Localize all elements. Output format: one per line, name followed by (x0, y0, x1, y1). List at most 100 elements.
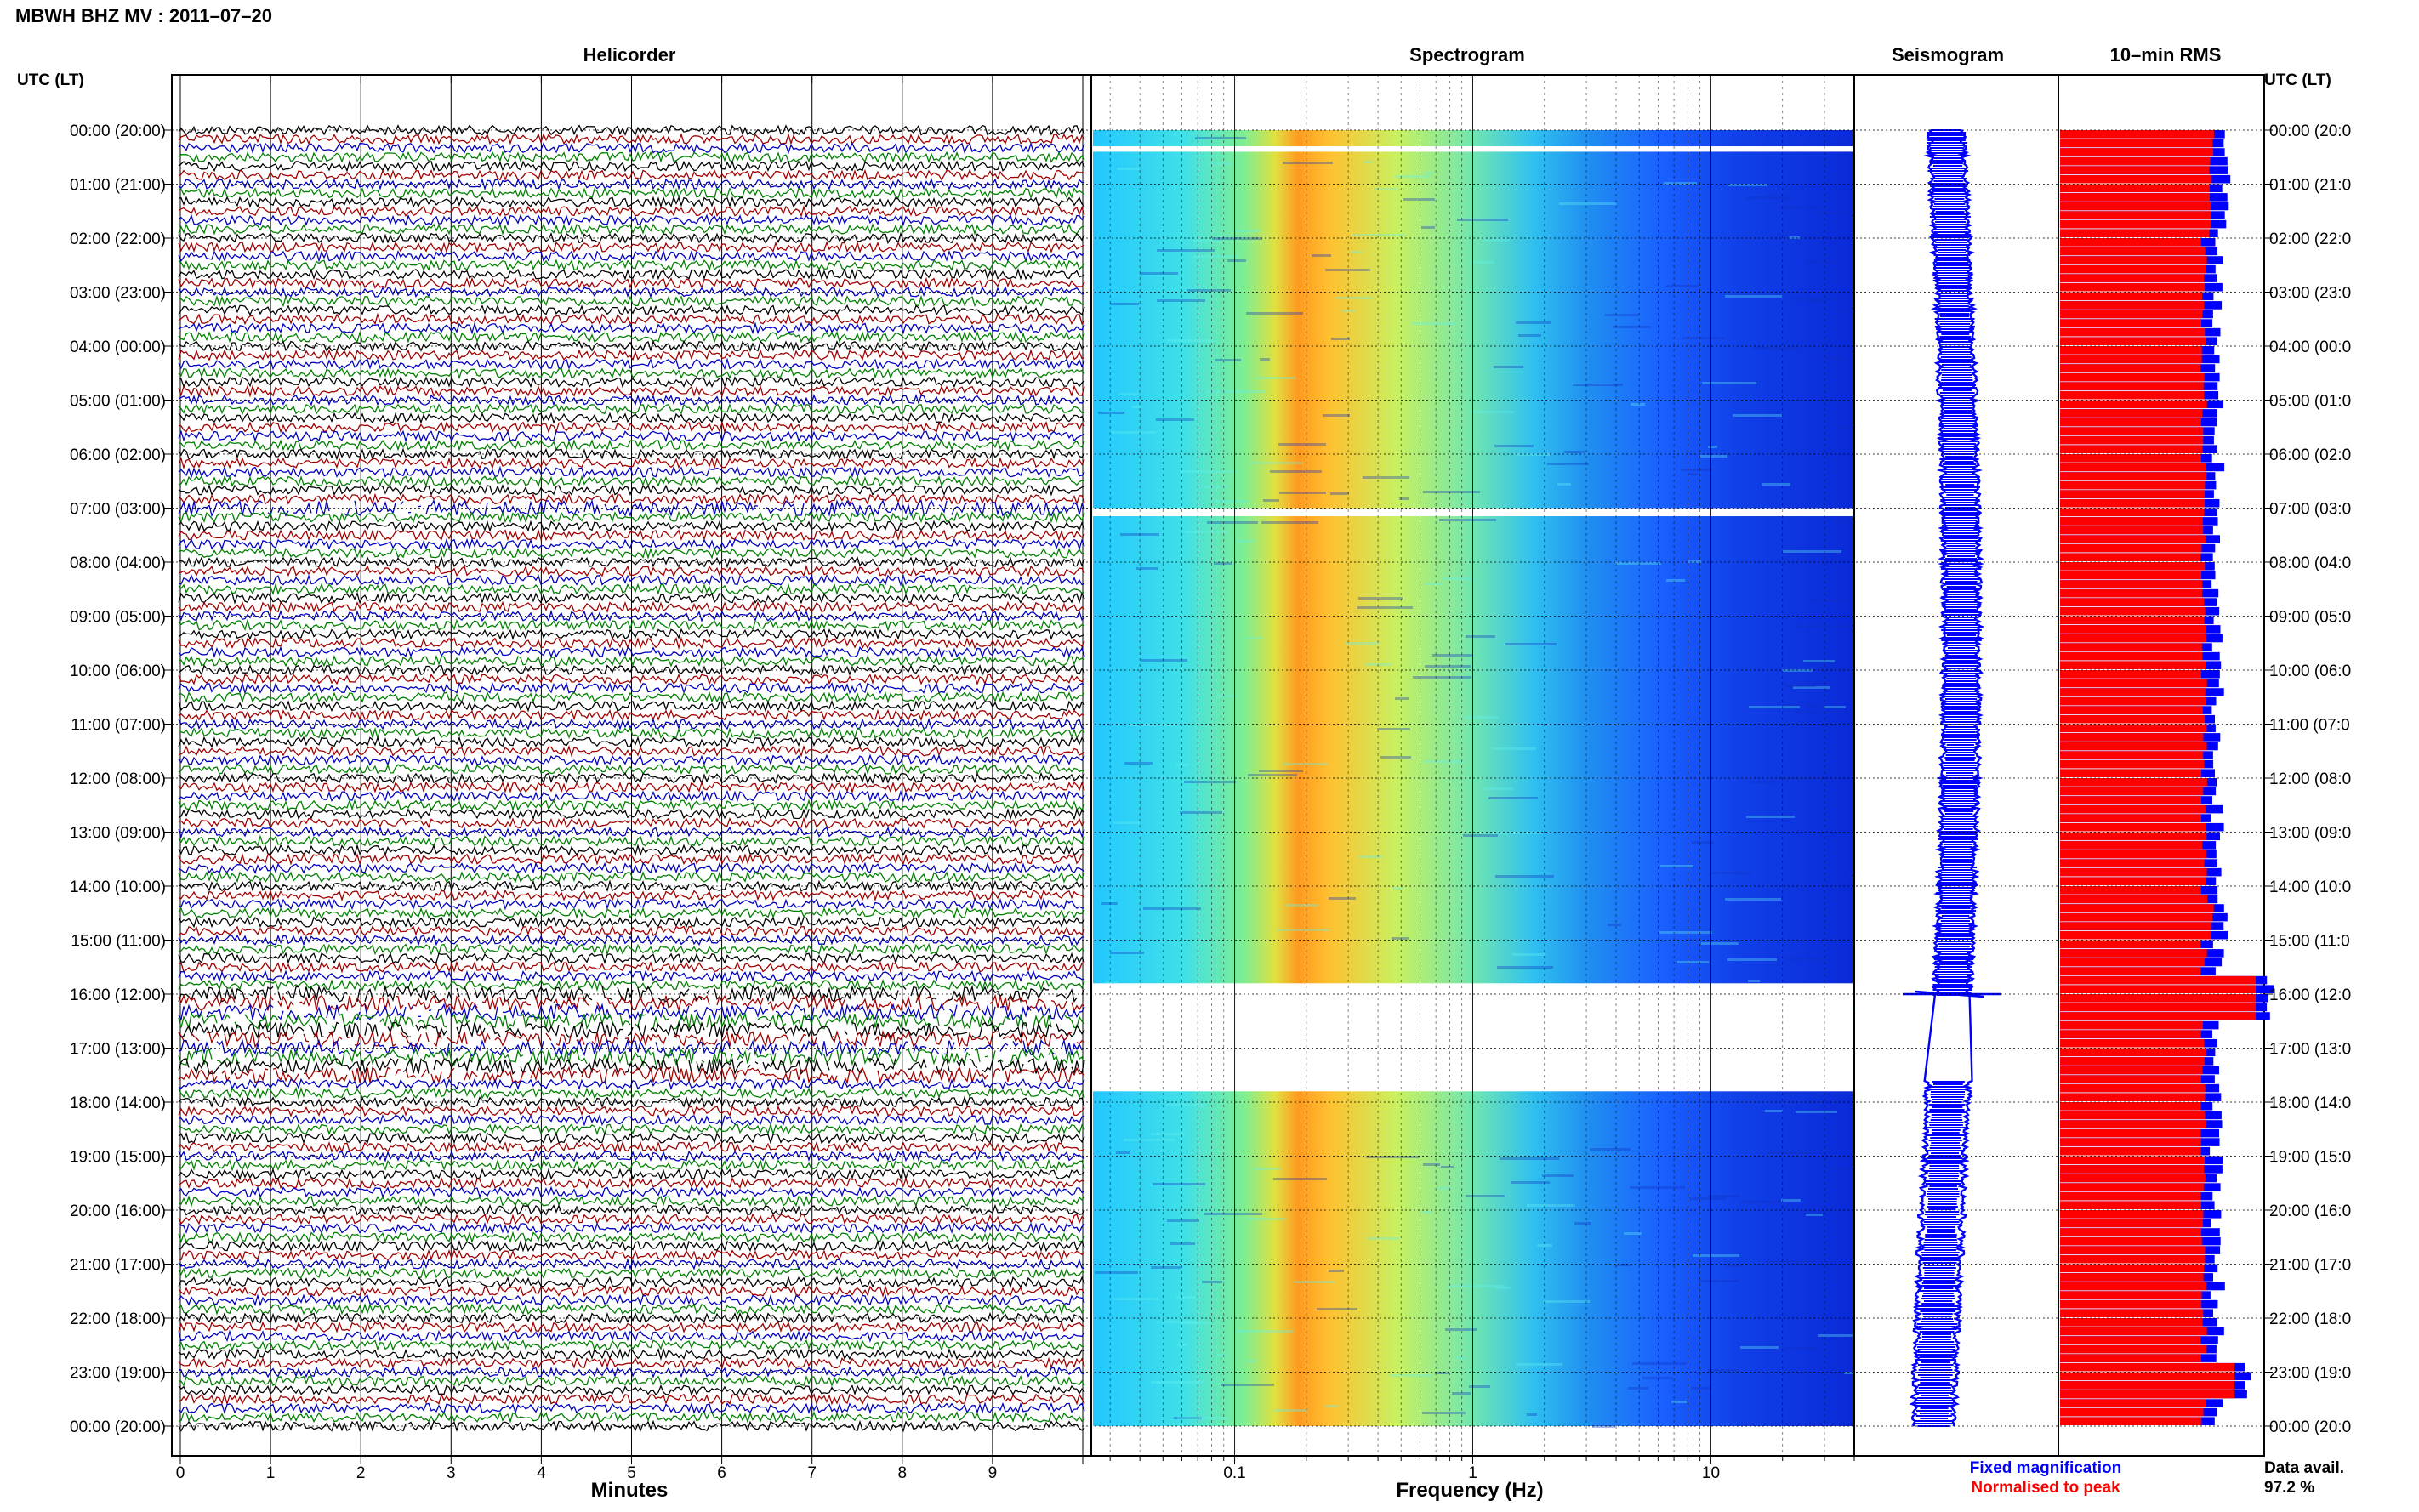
hour-gridlines (163, 129, 2273, 1427)
y-tick-label-right: 20:00 (16:0 (2269, 1202, 2351, 1220)
y-tick-label-left: 09:00 (05:00) (70, 609, 166, 627)
spectrogram-speckle (1659, 931, 1712, 934)
spectrogram-speckle (1700, 455, 1727, 458)
spectrogram-speckle (1691, 1387, 1710, 1390)
helicorder-trace (178, 357, 1085, 371)
helicorder-trace (178, 1020, 1085, 1040)
spectrogram-speckle (1246, 1218, 1286, 1220)
rms-bar-normalised (2060, 184, 2210, 193)
y-tick-label-left: 23:00 (19:00) (70, 1365, 166, 1383)
rms-bar-normalised (2060, 156, 2211, 166)
spectrogram-speckle (1592, 1425, 1615, 1428)
spectrogram-speckle (1098, 412, 1124, 414)
spectrogram-speckle (1425, 665, 1471, 668)
y-tick-label-right: 00:00 (20:0 (2269, 1418, 2351, 1436)
helicorder-trace (178, 312, 1085, 326)
spectrogram-speckle (1335, 297, 1373, 299)
helicorder-trace (178, 1275, 1085, 1288)
helicorder-panel (171, 74, 1092, 1464)
rms-bar-normalised (2060, 1327, 2207, 1336)
spectrogram-speckle (1110, 952, 1144, 954)
spectrogram-speckle (1841, 1008, 1864, 1010)
spectrogram-speckle (1113, 1298, 1158, 1300)
spectrogram-speckle (1810, 600, 1850, 602)
rms-bar-normalised (2060, 688, 2206, 696)
rms-bar-normalised (2060, 193, 2210, 202)
spectrogram-speckle (1748, 980, 1760, 982)
y-tick-label-right: 10:00 (06:0 (2269, 662, 2351, 680)
spectrogram-speckle (1613, 326, 1651, 328)
y-tick-label-right: 19:00 (15:0 (2269, 1149, 2351, 1167)
helicorder-trace (178, 393, 1085, 406)
spectrogram-speckle (1182, 470, 1237, 473)
helicorder-trace (178, 475, 1085, 488)
spectrogram-speckle (1749, 706, 1800, 708)
helicorder-trace (178, 196, 1085, 208)
spectrogram-speckle (1750, 781, 1778, 783)
rms-bar-normalised (2060, 327, 2206, 337)
rms-bar-normalised (2060, 1291, 2202, 1299)
rms-bar-normalised (2060, 174, 2212, 184)
helicorder-trace (178, 367, 1085, 380)
spectrogram-speckle (1791, 298, 1842, 300)
rms-bar-normalised (2060, 1344, 2207, 1354)
spectrogram-speckle (1170, 1242, 1195, 1245)
x-tick-labels-helicorder: 0 1 2 3 4 5 6 7 8 9 (176, 1464, 997, 1482)
spectrogram-speckle (1119, 393, 1138, 395)
helicorder-trace (178, 124, 1085, 137)
rms-bar-normalised (2060, 1165, 2205, 1174)
helicorder-trace (178, 993, 1085, 1013)
spectrogram-speckle (1824, 706, 1846, 708)
spectrogram-speckle (1559, 202, 1616, 205)
rms-bar-normalised (2060, 751, 2204, 759)
spectrogram-speckle (1207, 521, 1258, 524)
y-tick-label-left: 19:00 (15:00) (70, 1149, 166, 1167)
helicorder-trace (178, 781, 1085, 794)
spectrogram-speckle (1793, 711, 1849, 713)
spectrogram-speckle (1693, 1254, 1739, 1257)
rms-bar-normalised (2060, 616, 2205, 625)
spectrogram-speckle (1329, 1270, 1344, 1272)
helicorder-trace (178, 1140, 1085, 1154)
spectrogram-speckle (1195, 137, 1246, 139)
helicorder-trace (178, 960, 1085, 974)
spectrogram-speckle (1682, 337, 1724, 339)
spectrogram-speckle (1767, 1151, 1812, 1154)
legend-fixed-magnification: Fixed magnification (1970, 1459, 2121, 1477)
spectrogram-speckle (1660, 865, 1693, 867)
helicorder-trace (178, 132, 1085, 145)
y-tick-label-left: 14:00 (10:00) (70, 878, 166, 896)
rms-bar-normalised (2060, 1156, 2205, 1165)
rms-bar-normalised (2060, 985, 2256, 993)
rms-bar-normalised (2060, 1299, 2202, 1309)
rms-bar-normalised (2060, 1066, 2203, 1075)
spectrogram-speckle (1105, 981, 1118, 983)
helicorder-trace (178, 600, 1085, 613)
helicorder-trace (178, 861, 1085, 875)
rms-bar-normalised (2060, 1030, 2201, 1038)
x-tick-label-minutes: 6 (717, 1464, 726, 1482)
spectrogram-speckle (1484, 787, 1513, 790)
spectrogram-speckle (1512, 953, 1545, 956)
spectrogram-speckle (1367, 1237, 1399, 1240)
spectrogram-speckle (1797, 625, 1854, 628)
spectrogram-speckle (1317, 1308, 1357, 1310)
x-tick-labels-spectrogram: 0.1 1 10 (1223, 1464, 1720, 1482)
spectrogram-speckle (1817, 212, 1871, 214)
helicorder-trace (178, 745, 1085, 758)
helicorder-trace (178, 1303, 1085, 1316)
helicorder-trace (178, 789, 1085, 803)
helicorder-trace (178, 1320, 1085, 1333)
spectrogram-speckle (1688, 473, 1698, 475)
spectrogram-speckle (1153, 1183, 1205, 1185)
spectrogram-speckle (1727, 958, 1777, 961)
spectrogram-speckle (1151, 1381, 1204, 1384)
spectrogram-speckle (1204, 1213, 1262, 1215)
rms-bar-normalised (2060, 606, 2206, 616)
rms-bar-normalised (2060, 1254, 2206, 1264)
spectrogram-speckle (1500, 1157, 1559, 1160)
helicorder-trace (178, 1195, 1085, 1208)
y-tick-label-left: 00:00 (20:00) (70, 122, 166, 140)
rms-bar-normalised (2060, 850, 2207, 859)
helicorder-trace (178, 1065, 1085, 1085)
